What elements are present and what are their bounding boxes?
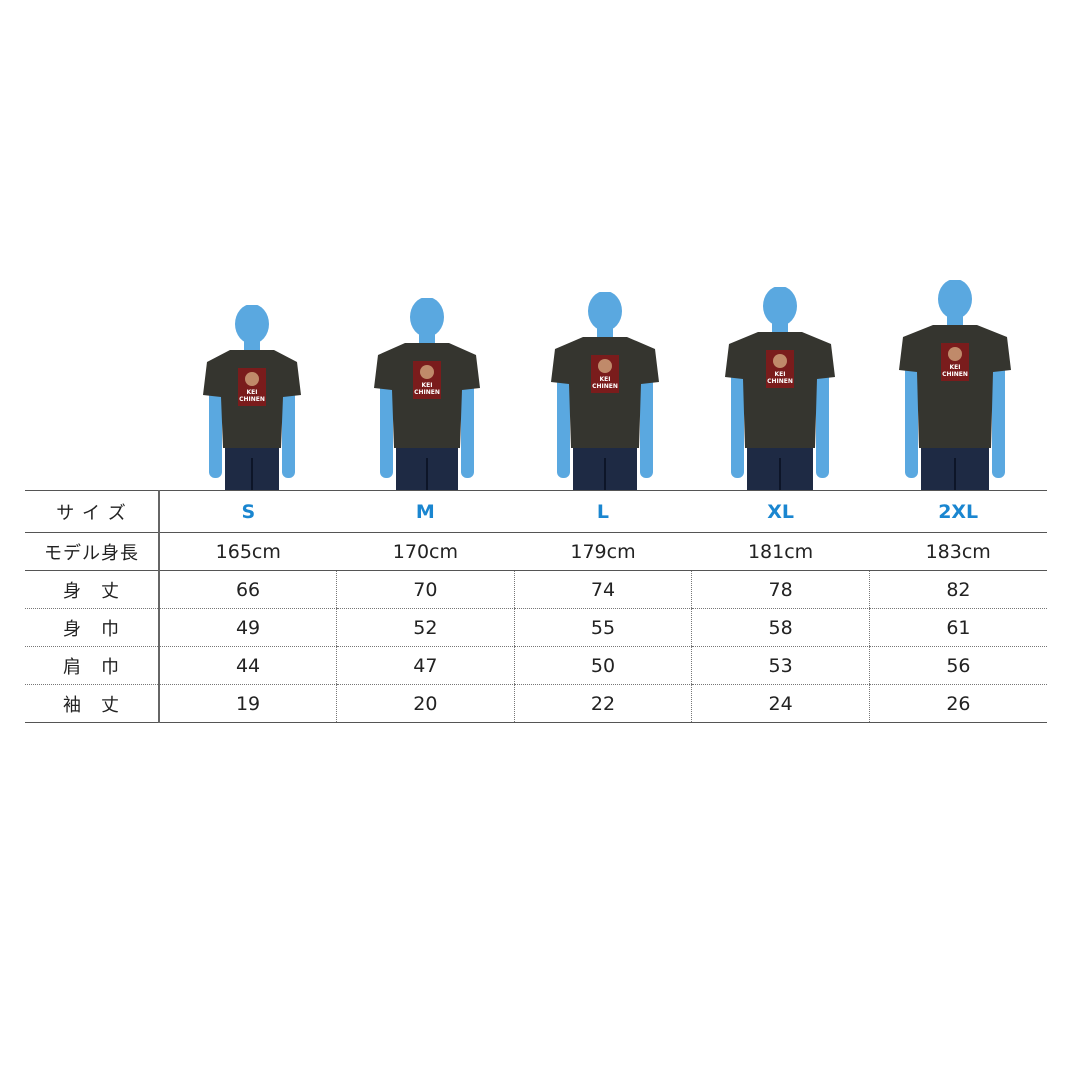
model-height-value: 165cm [159,532,337,571]
measurement-row: 肩 巾 44 47 50 53 56 [25,646,1047,685]
size-2xl: 2XL [869,490,1047,533]
row-label: 身 丈 [25,570,160,609]
neck [244,339,260,353]
model-figure-2xl: KEI CHINEN [883,280,1027,490]
cell: 82 [868,570,1047,609]
size-row: サ イ ズ S M L XL 2XL [25,490,1047,533]
left-arm [731,352,744,478]
cell: 24 [691,684,870,723]
svg-text:KEI: KEI [950,364,961,371]
size-l: L [514,490,692,533]
head [235,305,269,344]
cell: 66 [159,570,337,609]
svg-text:CHINEN: CHINEN [592,383,618,390]
cell: 44 [159,646,337,685]
size-chart-table: サ イ ズ S M L XL 2XL モデル身長 165cm 170cm 179… [25,490,1047,723]
svg-text:CHINEN: CHINEN [767,378,793,385]
right-arm [992,345,1005,478]
svg-text:KEI: KEI [247,389,258,396]
cell: 50 [513,646,692,685]
cell: 55 [513,608,692,647]
right-arm [461,363,474,478]
measurement-row: 身 丈 66 70 74 78 82 [25,570,1047,609]
head [410,298,444,337]
cell: 61 [868,608,1047,647]
model-height-label: モデル身長 [25,532,160,571]
cell: 47 [336,646,515,685]
neck [597,326,613,340]
size-header-label: サ イ ズ [25,490,160,533]
right-arm [282,370,295,478]
right-arm [816,352,829,478]
model-height-value: 183cm [869,532,1047,571]
svg-text:CHINEN: CHINEN [239,396,265,403]
model-height-value: 181cm [691,532,870,571]
model-height-row: モデル身長 165cm 170cm 179cm 181cm 183cm [25,532,1047,571]
svg-text:KEI: KEI [775,371,786,378]
row-label: 身 巾 [25,608,160,647]
svg-text:KEI: KEI [422,382,433,389]
size-m: M [336,490,515,533]
cell: 26 [868,684,1047,723]
cell: 53 [691,646,870,685]
size-xl: XL [691,490,870,533]
svg-text:KEI: KEI [600,376,611,383]
shirt [725,332,835,448]
head [938,280,972,319]
head [588,292,622,331]
cell: 78 [691,570,870,609]
row-label: 袖 丈 [25,684,160,723]
cell: 58 [691,608,870,647]
neck [772,321,788,335]
model-figure-xl: KEI CHINEN [709,287,851,490]
measurement-row: 袖 丈 19 20 22 24 26 [25,684,1047,723]
cell: 19 [159,684,337,723]
svg-text:CHINEN: CHINEN [414,389,440,396]
cell: 20 [336,684,515,723]
left-arm [905,345,918,478]
svg-text:CHINEN: CHINEN [942,371,968,378]
left-arm [380,363,393,478]
measurement-row: 身 巾 49 52 55 58 61 [25,608,1047,647]
cell: 22 [513,684,692,723]
shirt [899,325,1011,448]
cell: 56 [868,646,1047,685]
left-arm [557,357,570,478]
right-arm [640,357,653,478]
neck [947,314,963,328]
cell: 70 [336,570,515,609]
model-height-value: 179cm [514,532,692,571]
model-height-value: 170cm [336,532,515,571]
model-figure-l: KEI CHINEN [535,292,675,490]
cell: 52 [336,608,515,647]
head [763,287,797,326]
model-figure-m: KEI CHINEN [358,298,496,490]
model-figure-s: KEI CHINEN [187,305,317,490]
left-arm [209,370,222,478]
row-label: 肩 巾 [25,646,160,685]
size-s: S [159,490,337,533]
cell: 74 [513,570,692,609]
neck [419,332,435,346]
cell: 49 [159,608,337,647]
